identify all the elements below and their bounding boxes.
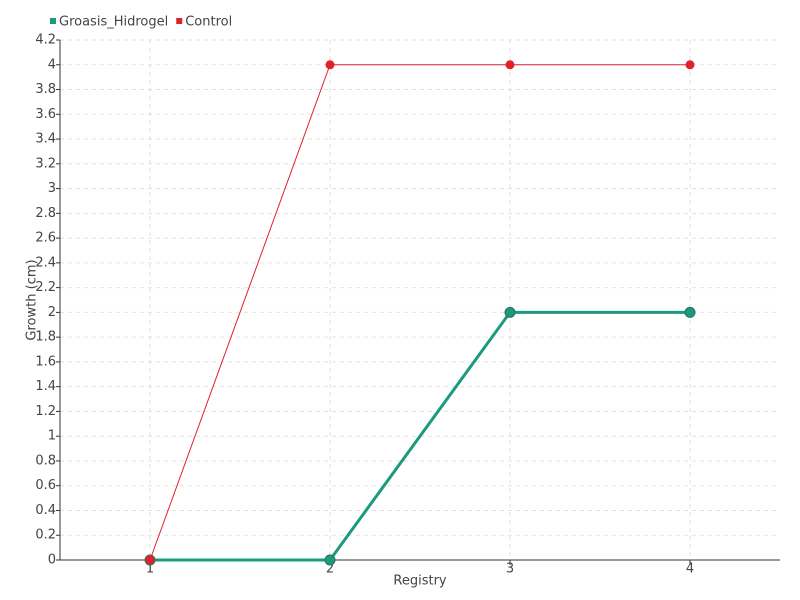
series-line [150, 310, 690, 562]
point [325, 60, 335, 70]
y-tick-label: 4 [48, 57, 56, 72]
y-tick-label: 0 [48, 553, 56, 568]
y-tick-label: 2 [48, 305, 56, 320]
y-tick-label: 3.2 [35, 156, 56, 171]
y-tick-label: 0.4 [35, 503, 56, 518]
y-tick-label: 4.2 [35, 33, 56, 48]
x-tick-label: 4 [686, 562, 694, 577]
y-tick-label: 0.6 [35, 478, 56, 493]
point [684, 306, 696, 318]
y-tick-label: 3.4 [35, 132, 56, 147]
point [145, 555, 155, 565]
y-tick-label: 1.2 [35, 404, 56, 419]
y-tick-label: 1.6 [35, 354, 56, 369]
y-tick-label: 1.4 [35, 379, 56, 394]
y-tick-label: 2.6 [35, 231, 56, 246]
x-tick-label: 1 [146, 562, 154, 577]
series-line [149, 64, 690, 561]
legend-swatch [50, 18, 56, 24]
x-tick-label: 3 [506, 562, 514, 577]
point [505, 60, 515, 70]
y-axis-label: Growth (cm) [25, 259, 40, 340]
y-tick-label: 3.8 [35, 82, 56, 97]
y-tick-label: 1.8 [35, 330, 56, 345]
y-tick-label: 0.8 [35, 453, 56, 468]
y-tick-label: 3 [48, 181, 56, 196]
y-tick-label: 2.8 [35, 206, 56, 221]
legend-swatch [176, 18, 183, 24]
y-tick-label: 0.2 [35, 528, 56, 543]
point [685, 60, 695, 70]
y-tick-label: 2.2 [35, 280, 56, 295]
legend-label: Control [185, 15, 232, 30]
point [504, 306, 516, 318]
x-tick-label: 2 [326, 562, 334, 577]
y-tick-label: 2.4 [35, 255, 56, 270]
x-axis-label: Registry [393, 574, 447, 589]
y-tick-label: 3.6 [35, 107, 56, 122]
point [324, 554, 336, 566]
legend-label: Groasis_Hidrogel [59, 15, 168, 30]
y-tick-label: 1 [48, 429, 56, 444]
